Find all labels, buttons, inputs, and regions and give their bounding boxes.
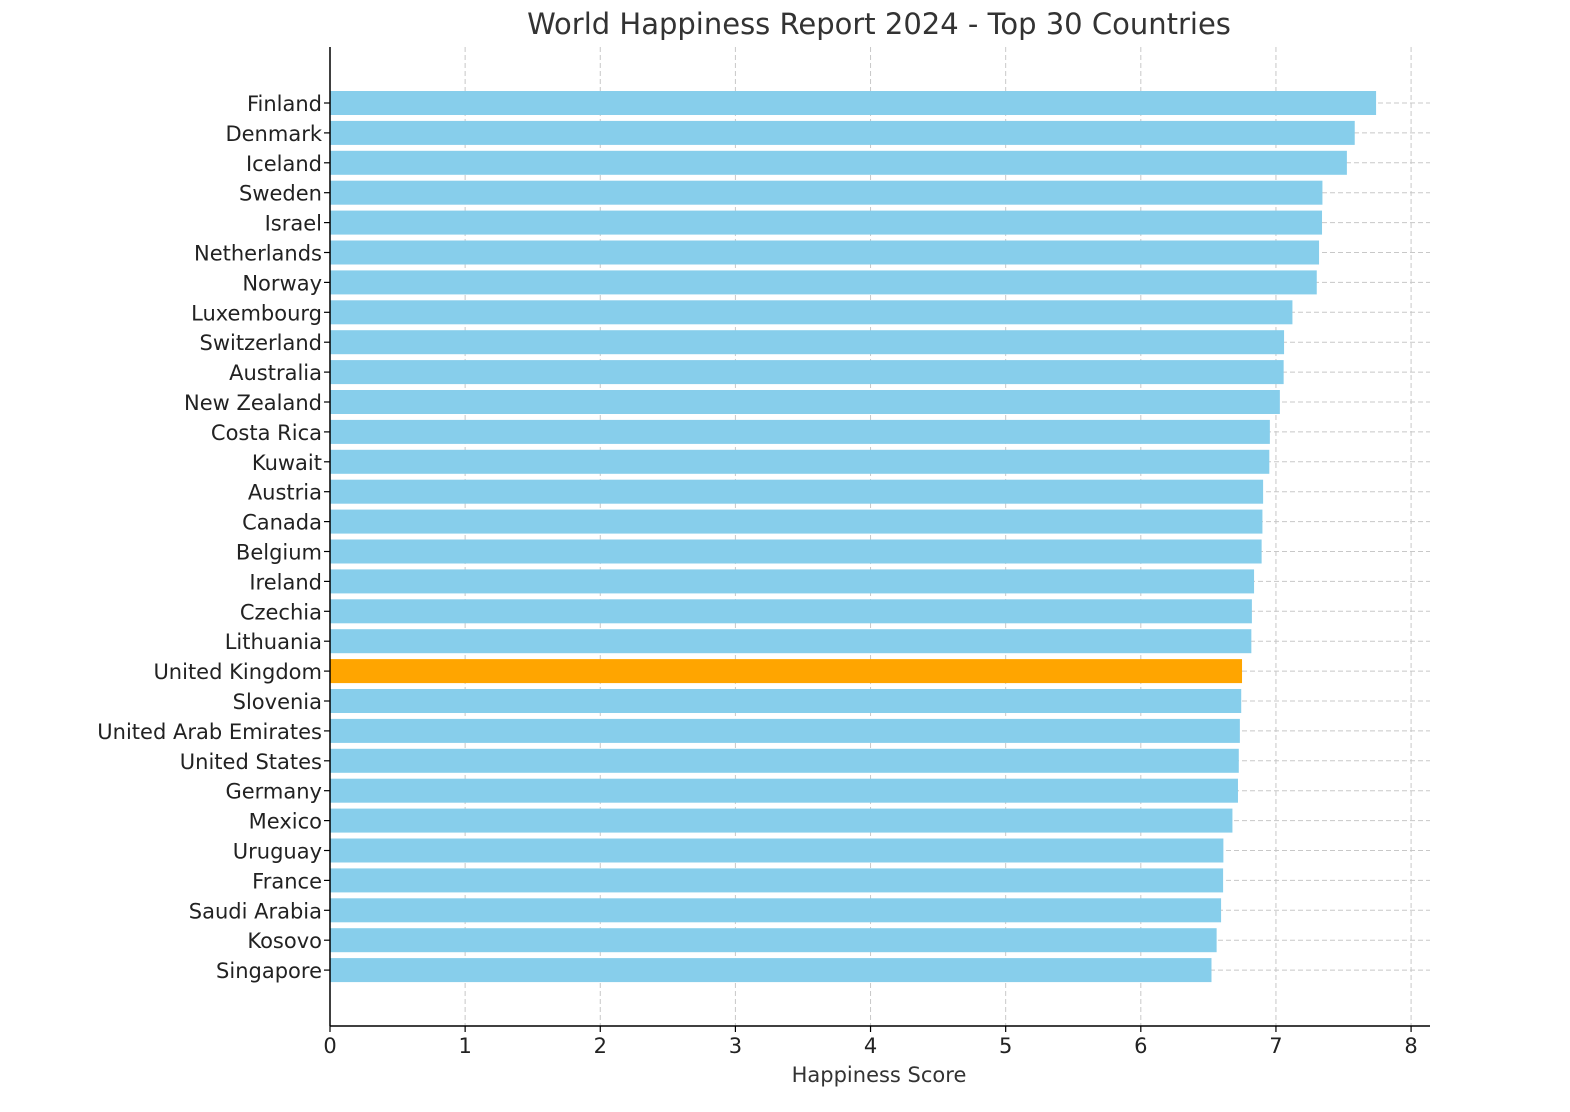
bar-kuwait: [330, 449, 1270, 474]
bar-uruguay: [330, 838, 1224, 863]
x-tick-label: 6: [1134, 1034, 1147, 1058]
x-tick-labels: 0 1 2 3 4 5 6 7 8: [323, 1026, 1418, 1058]
bars: [330, 91, 1377, 983]
bar-switzerland: [330, 330, 1285, 355]
bar-kosovo: [330, 928, 1217, 953]
bar-united-arab-emirates: [330, 718, 1240, 743]
y-tick-label: Norway: [242, 271, 322, 295]
x-tick-label: 2: [594, 1034, 607, 1058]
y-tick-label: United Kingdom: [153, 660, 322, 684]
bar-united-kingdom: [330, 659, 1243, 684]
bar-mexico: [330, 808, 1233, 833]
y-tick-labels: Finland Denmark Iceland Sweden Israel Netherl…: [97, 92, 330, 983]
y-tick-label: Germany: [225, 780, 322, 804]
chart-title: World Happiness Report 2024 - Top 30 Cou…: [527, 7, 1231, 41]
bar-slovenia: [330, 689, 1242, 713]
bar-finland: [330, 91, 1377, 115]
bar-new-zealand: [330, 390, 1280, 414]
x-axis-label: Happiness Score: [792, 1063, 967, 1087]
x-tick-label: 4: [864, 1034, 877, 1058]
y-tick-label: Mexico: [249, 810, 322, 834]
y-tick-label: Belgium: [236, 541, 322, 565]
bar-australia: [330, 360, 1284, 385]
x-tick-label: 1: [458, 1034, 471, 1058]
y-tick-label: Kuwait: [252, 451, 322, 475]
bar-norway: [330, 270, 1317, 295]
y-tick-label: Austria: [248, 481, 322, 505]
y-tick-label: Australia: [229, 361, 322, 385]
y-tick-label: New Zealand: [184, 391, 322, 415]
bar-luxembourg: [330, 300, 1293, 325]
y-tick-label: Netherlands: [194, 242, 322, 266]
y-tick-label: Lithuania: [225, 630, 322, 654]
y-tick-label: Saudi Arabia: [189, 899, 322, 923]
bar-lithuania: [330, 629, 1252, 654]
y-tick-label: Sweden: [239, 182, 322, 206]
x-tick-label: 8: [1404, 1034, 1417, 1058]
x-tick-label: 5: [999, 1034, 1012, 1058]
bar-sweden: [330, 180, 1323, 205]
y-tick-label: Denmark: [225, 122, 322, 146]
y-tick-label: Ireland: [249, 570, 322, 594]
x-tick-label: 3: [729, 1034, 742, 1058]
y-tick-label: Luxembourg: [191, 301, 322, 325]
bar-canada: [330, 509, 1263, 534]
y-tick-label: Kosovo: [247, 929, 322, 953]
y-tick-label: Singapore: [216, 959, 322, 983]
bar-costa-rica: [330, 419, 1270, 444]
y-tick-label: United States: [180, 750, 322, 774]
y-tick-label: Uruguay: [233, 840, 322, 864]
y-tick-label: Czechia: [240, 600, 322, 624]
x-tick-label: 0: [323, 1034, 336, 1058]
x-tick-label: 7: [1269, 1034, 1282, 1058]
bar-france: [330, 868, 1224, 893]
bar-czechia: [330, 599, 1252, 624]
y-tick-label: France: [252, 869, 322, 893]
bar-ireland: [330, 569, 1255, 594]
bar-saudi-arabia: [330, 898, 1222, 923]
y-tick-label: Finland: [247, 92, 322, 116]
y-tick-label: Israel: [265, 212, 322, 236]
bar-denmark: [330, 120, 1355, 145]
bar-austria: [330, 479, 1264, 504]
bar-belgium: [330, 539, 1262, 564]
y-tick-label: Costa Rica: [211, 421, 322, 445]
bar-germany: [330, 778, 1238, 803]
bar-netherlands: [330, 240, 1320, 265]
bar-singapore: [330, 958, 1212, 983]
y-tick-label: Slovenia: [233, 690, 322, 714]
bar-israel: [330, 210, 1323, 235]
y-tick-label: Switzerland: [200, 331, 323, 355]
bar-iceland: [330, 150, 1347, 175]
y-tick-label: United Arab Emirates: [97, 720, 322, 744]
bar-united-states: [330, 748, 1239, 773]
y-tick-label: Iceland: [246, 152, 322, 176]
y-tick-label: Canada: [242, 511, 322, 535]
